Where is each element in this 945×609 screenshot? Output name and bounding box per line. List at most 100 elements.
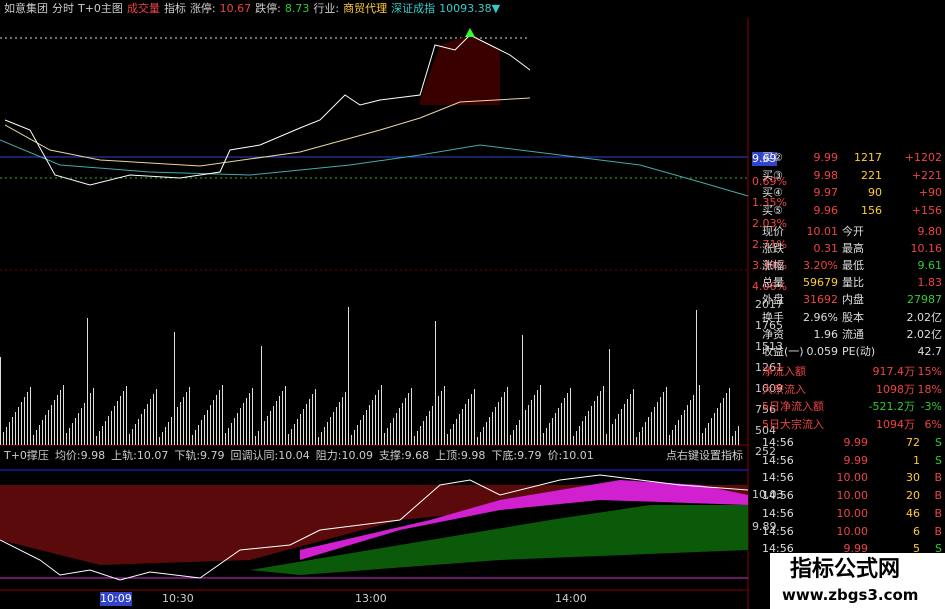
volume-bar: [717, 408, 718, 445]
volume-bar: [477, 437, 478, 445]
volume-bar: [552, 418, 553, 445]
label: S: [935, 436, 942, 449]
label: 均价:9.98: [54, 449, 106, 462]
volume-bar: [42, 420, 43, 445]
label: 1094万: [876, 417, 915, 431]
volume-bar: [63, 385, 64, 445]
label: 14:56: [762, 436, 794, 449]
label: 2017: [755, 298, 783, 311]
label: 14:56: [762, 524, 794, 538]
volume-bar: [738, 426, 739, 445]
label: 15%: [917, 365, 942, 378]
volume-bar: [543, 433, 544, 445]
volume-bar: [165, 427, 166, 445]
volume-bar: [537, 390, 538, 445]
volume-bar: [528, 405, 529, 445]
volume-bar: [378, 390, 379, 445]
volume-bar: [300, 414, 301, 445]
volume-bar: [540, 385, 541, 445]
volume-bar: [21, 402, 22, 445]
volume-bar: [180, 402, 181, 445]
volume-bar: [273, 406, 274, 445]
label: PE(动): [842, 344, 876, 358]
volume-bar: [618, 414, 619, 445]
volume-bar: [15, 412, 16, 445]
volume-bar: [393, 418, 394, 445]
volume-bar: [465, 404, 466, 445]
volume-bar: [603, 386, 604, 445]
label: 10.16: [910, 242, 943, 256]
volume-bar: [318, 437, 319, 445]
volume-bar: [414, 436, 415, 445]
volume-bar: [453, 424, 454, 445]
label: S: [935, 542, 942, 556]
volume-bar: [546, 428, 547, 445]
label: 5日净流入额: [762, 400, 824, 413]
volume-bar: [417, 431, 418, 445]
label: 1261: [755, 361, 783, 374]
label: 10:30: [162, 592, 194, 605]
volume-bar: [9, 422, 10, 445]
volume-bar: [228, 428, 229, 445]
volume-bar: [621, 409, 622, 445]
volume-bar: [660, 397, 661, 445]
watermark: [770, 553, 945, 609]
green-area: [250, 505, 748, 575]
volume-bar: [714, 413, 715, 445]
volume-bar: [210, 405, 211, 445]
volume-bar: [591, 406, 592, 445]
label: 1217: [854, 151, 882, 164]
volume-bar: [669, 435, 670, 445]
label: 下底:9.79: [491, 449, 542, 462]
label: 2.96%: [803, 310, 838, 324]
volume-bar: [237, 413, 238, 445]
volume-bar: [60, 390, 61, 445]
label: 27987: [907, 293, 942, 307]
volume-bar: [267, 416, 268, 445]
label: 分时: [52, 2, 74, 15]
label: 价:10.01: [547, 449, 594, 462]
volume-bar: [696, 310, 697, 445]
label: 外盘: [762, 293, 784, 307]
volume-bar: [450, 429, 451, 445]
volume-bar: [642, 427, 643, 445]
label: 下轨:9.79: [174, 449, 225, 462]
label: B: [934, 524, 942, 538]
label: 221: [861, 168, 882, 182]
volume-bar: [489, 417, 490, 445]
volume-bar: [672, 430, 673, 445]
volume-bar: [510, 435, 511, 445]
volume-bar: [636, 437, 637, 445]
volume-bar: [129, 434, 130, 445]
volume-bar: [681, 415, 682, 445]
volume-bar: [201, 420, 202, 445]
volume-bar: [513, 430, 514, 445]
volume-bar: [327, 422, 328, 445]
label: 成交量: [126, 2, 160, 15]
label: 156: [861, 204, 882, 218]
volume-bar: [531, 400, 532, 445]
fill-area: [420, 35, 500, 105]
label: 72: [906, 436, 920, 449]
volume-bar: [684, 410, 685, 445]
volume-bar: [723, 398, 724, 445]
volume-bar: [666, 387, 667, 445]
label: 42.7: [917, 344, 943, 358]
volume-bar: [150, 399, 151, 445]
volume-bar: [255, 436, 256, 445]
label: B: [934, 506, 942, 520]
label: 1098万: [876, 382, 915, 396]
label: 2.03%: [752, 217, 787, 230]
volume-bar: [657, 402, 658, 445]
volume-bar: [534, 395, 535, 445]
label: 买③: [762, 168, 783, 182]
volume-bar: [651, 412, 652, 445]
label: 917.4万: [872, 365, 916, 378]
label: 1513: [755, 340, 783, 353]
volume-bar: [372, 400, 373, 445]
label: 14:56: [762, 506, 794, 520]
volume-bar: [387, 428, 388, 445]
volume-bar: [486, 422, 487, 445]
label: 10.00: [836, 489, 869, 503]
volume-bar: [504, 392, 505, 445]
